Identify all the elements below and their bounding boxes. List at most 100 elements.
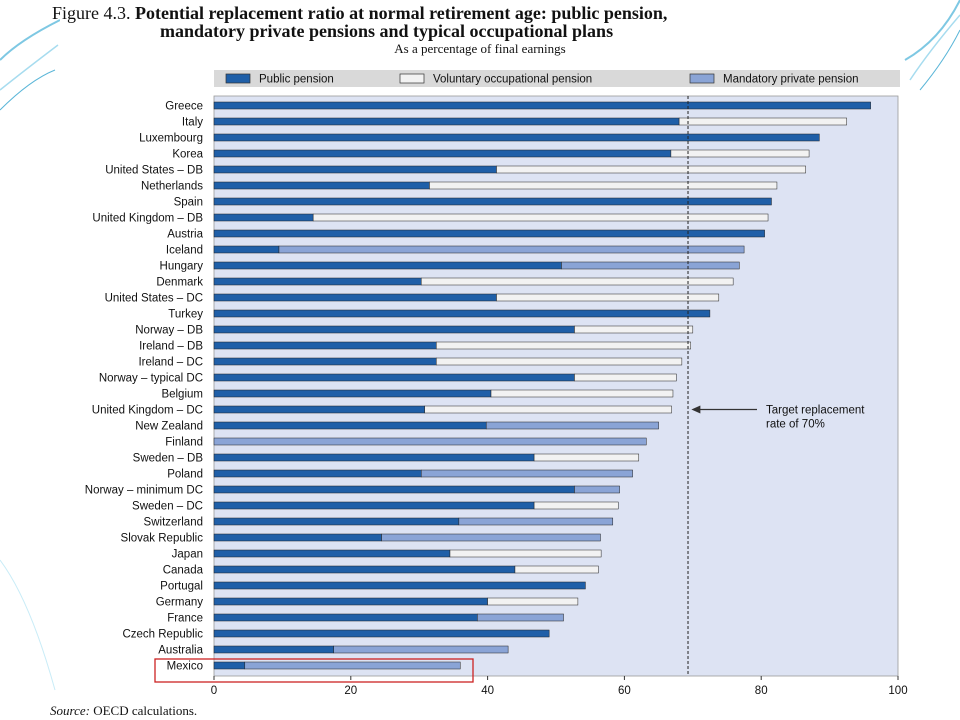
category-label-14: Turkey	[168, 309, 203, 321]
bar-13-series-2	[496, 293, 720, 302]
bar-10-series-3	[278, 245, 745, 254]
bar-30-series-1	[213, 565, 516, 574]
bar-5-series-1	[213, 165, 497, 174]
bar-21-series-1	[213, 421, 487, 430]
category-label-35: Australia	[158, 645, 203, 657]
category-label-20: United Kingdom – DC	[92, 405, 203, 417]
bar-28-series-1	[213, 533, 382, 542]
bar-29-series-2	[449, 549, 602, 558]
bar-4-series-1	[213, 149, 672, 158]
category-label-26: Sweden – DC	[132, 501, 203, 513]
category-label-29: Japan	[172, 549, 203, 561]
bar-3-series-1	[213, 133, 820, 142]
category-label-9: Austria	[167, 229, 203, 241]
bar-7-series-1	[213, 197, 772, 206]
bar-34-series-1	[213, 629, 550, 638]
bar-19-series-1	[213, 389, 492, 398]
bar-8-series-2	[312, 213, 769, 222]
category-label-33: France	[167, 613, 203, 625]
category-label-30: Canada	[163, 565, 204, 577]
bar-33-series-3	[477, 613, 564, 622]
category-label-10: Iceland	[166, 245, 203, 257]
category-label-3: Luxembourg	[139, 133, 203, 145]
category-label-2: Italy	[182, 117, 203, 129]
highlight-box	[154, 658, 474, 683]
bar-4-series-2	[670, 149, 810, 158]
x-tick-label-6: 100	[888, 685, 907, 697]
category-label-32: Germany	[156, 597, 204, 609]
bar-1-series-1	[213, 101, 871, 110]
category-label-13: United States – DC	[105, 293, 203, 305]
bar-2-series-1	[213, 117, 680, 126]
bar-16-series-2	[436, 341, 691, 350]
category-label-1: Greece	[165, 101, 203, 113]
figure-label: Figure 4.3.	[52, 3, 131, 23]
legend-swatch-2	[399, 73, 425, 84]
bar-31-series-1	[213, 581, 586, 590]
bar-2-series-2	[678, 117, 847, 126]
bar-26-series-2	[533, 501, 619, 510]
annotation-line-1: Target replacement	[766, 405, 865, 417]
bar-5-series-2	[496, 165, 806, 174]
bar-12-series-1	[213, 277, 422, 286]
plot-area	[213, 95, 899, 677]
bar-36-series-3	[244, 661, 461, 670]
category-label-16: Ireland – DB	[139, 341, 203, 353]
bar-15-series-2	[574, 325, 694, 334]
bar-6-series-2	[429, 181, 778, 190]
bar-11-series-3	[561, 261, 740, 270]
category-label-4: Korea	[172, 149, 203, 161]
bar-23-series-2	[533, 453, 640, 462]
bar-27-series-3	[458, 517, 614, 526]
bar-25-series-1	[213, 485, 575, 494]
category-label-25: Norway – minimum DC	[85, 485, 203, 497]
bar-32-series-1	[213, 597, 488, 606]
legend-label-2: Voluntary occupational pension	[433, 74, 592, 86]
category-label-24: Poland	[167, 469, 203, 481]
figure-title-text: Potential replacement ratio at normal re…	[135, 3, 668, 23]
bar-32-series-2	[487, 597, 579, 606]
category-label-12: Denmark	[156, 277, 203, 289]
decorative-swoosh-left	[0, 19, 60, 691]
bar-15-series-1	[213, 325, 575, 334]
bar-17-series-2	[436, 357, 683, 366]
legend-background	[214, 70, 900, 87]
category-label-36: Mexico	[167, 661, 203, 673]
category-label-21: New Zealand	[135, 421, 203, 433]
category-label-5: United States – DB	[105, 165, 203, 177]
category-label-23: Sweden – DB	[133, 453, 204, 465]
bar-25-series-3	[574, 485, 620, 494]
bar-19-series-2	[490, 389, 674, 398]
x-tick-label-3: 40	[481, 685, 494, 697]
category-label-18: Norway – typical DC	[99, 373, 203, 385]
bar-10-series-1	[213, 245, 280, 254]
category-label-7: Spain	[174, 197, 203, 209]
bar-8-series-1	[213, 213, 314, 222]
annotation-line-2: rate of 70%	[766, 419, 825, 431]
category-label-15: Norway – DB	[135, 325, 203, 337]
category-label-11: Hungary	[160, 261, 204, 273]
figure-title-line-1: Figure 4.3. Potential replacement ratio …	[52, 4, 932, 22]
x-tick-label-4: 60	[618, 685, 631, 697]
legend-swatch-1	[225, 73, 251, 84]
category-label-19: Belgium	[161, 389, 203, 401]
bar-13-series-1	[213, 293, 497, 302]
legend-swatch-3	[689, 73, 715, 84]
source-text: OECD calculations.	[93, 703, 198, 718]
legend-label-1: Public pension	[259, 74, 334, 86]
bar-35-series-3	[333, 645, 509, 654]
bar-24-series-1	[213, 469, 422, 478]
figure-title-line-2: mandatory private pensions and typical o…	[160, 21, 614, 41]
bar-6-series-1	[213, 181, 430, 190]
bar-9-series-1	[213, 229, 765, 238]
bar-26-series-1	[213, 501, 535, 510]
x-tick-label-1: 0	[211, 685, 217, 697]
bar-20-series-2	[424, 405, 672, 414]
source-label: Source:	[50, 703, 90, 718]
bar-21-series-3	[485, 421, 659, 430]
bar-16-series-1	[213, 341, 437, 350]
bar-33-series-1	[213, 613, 478, 622]
bar-23-series-1	[213, 453, 535, 462]
category-label-34: Czech Republic	[122, 629, 203, 641]
bar-30-series-2	[514, 565, 599, 574]
